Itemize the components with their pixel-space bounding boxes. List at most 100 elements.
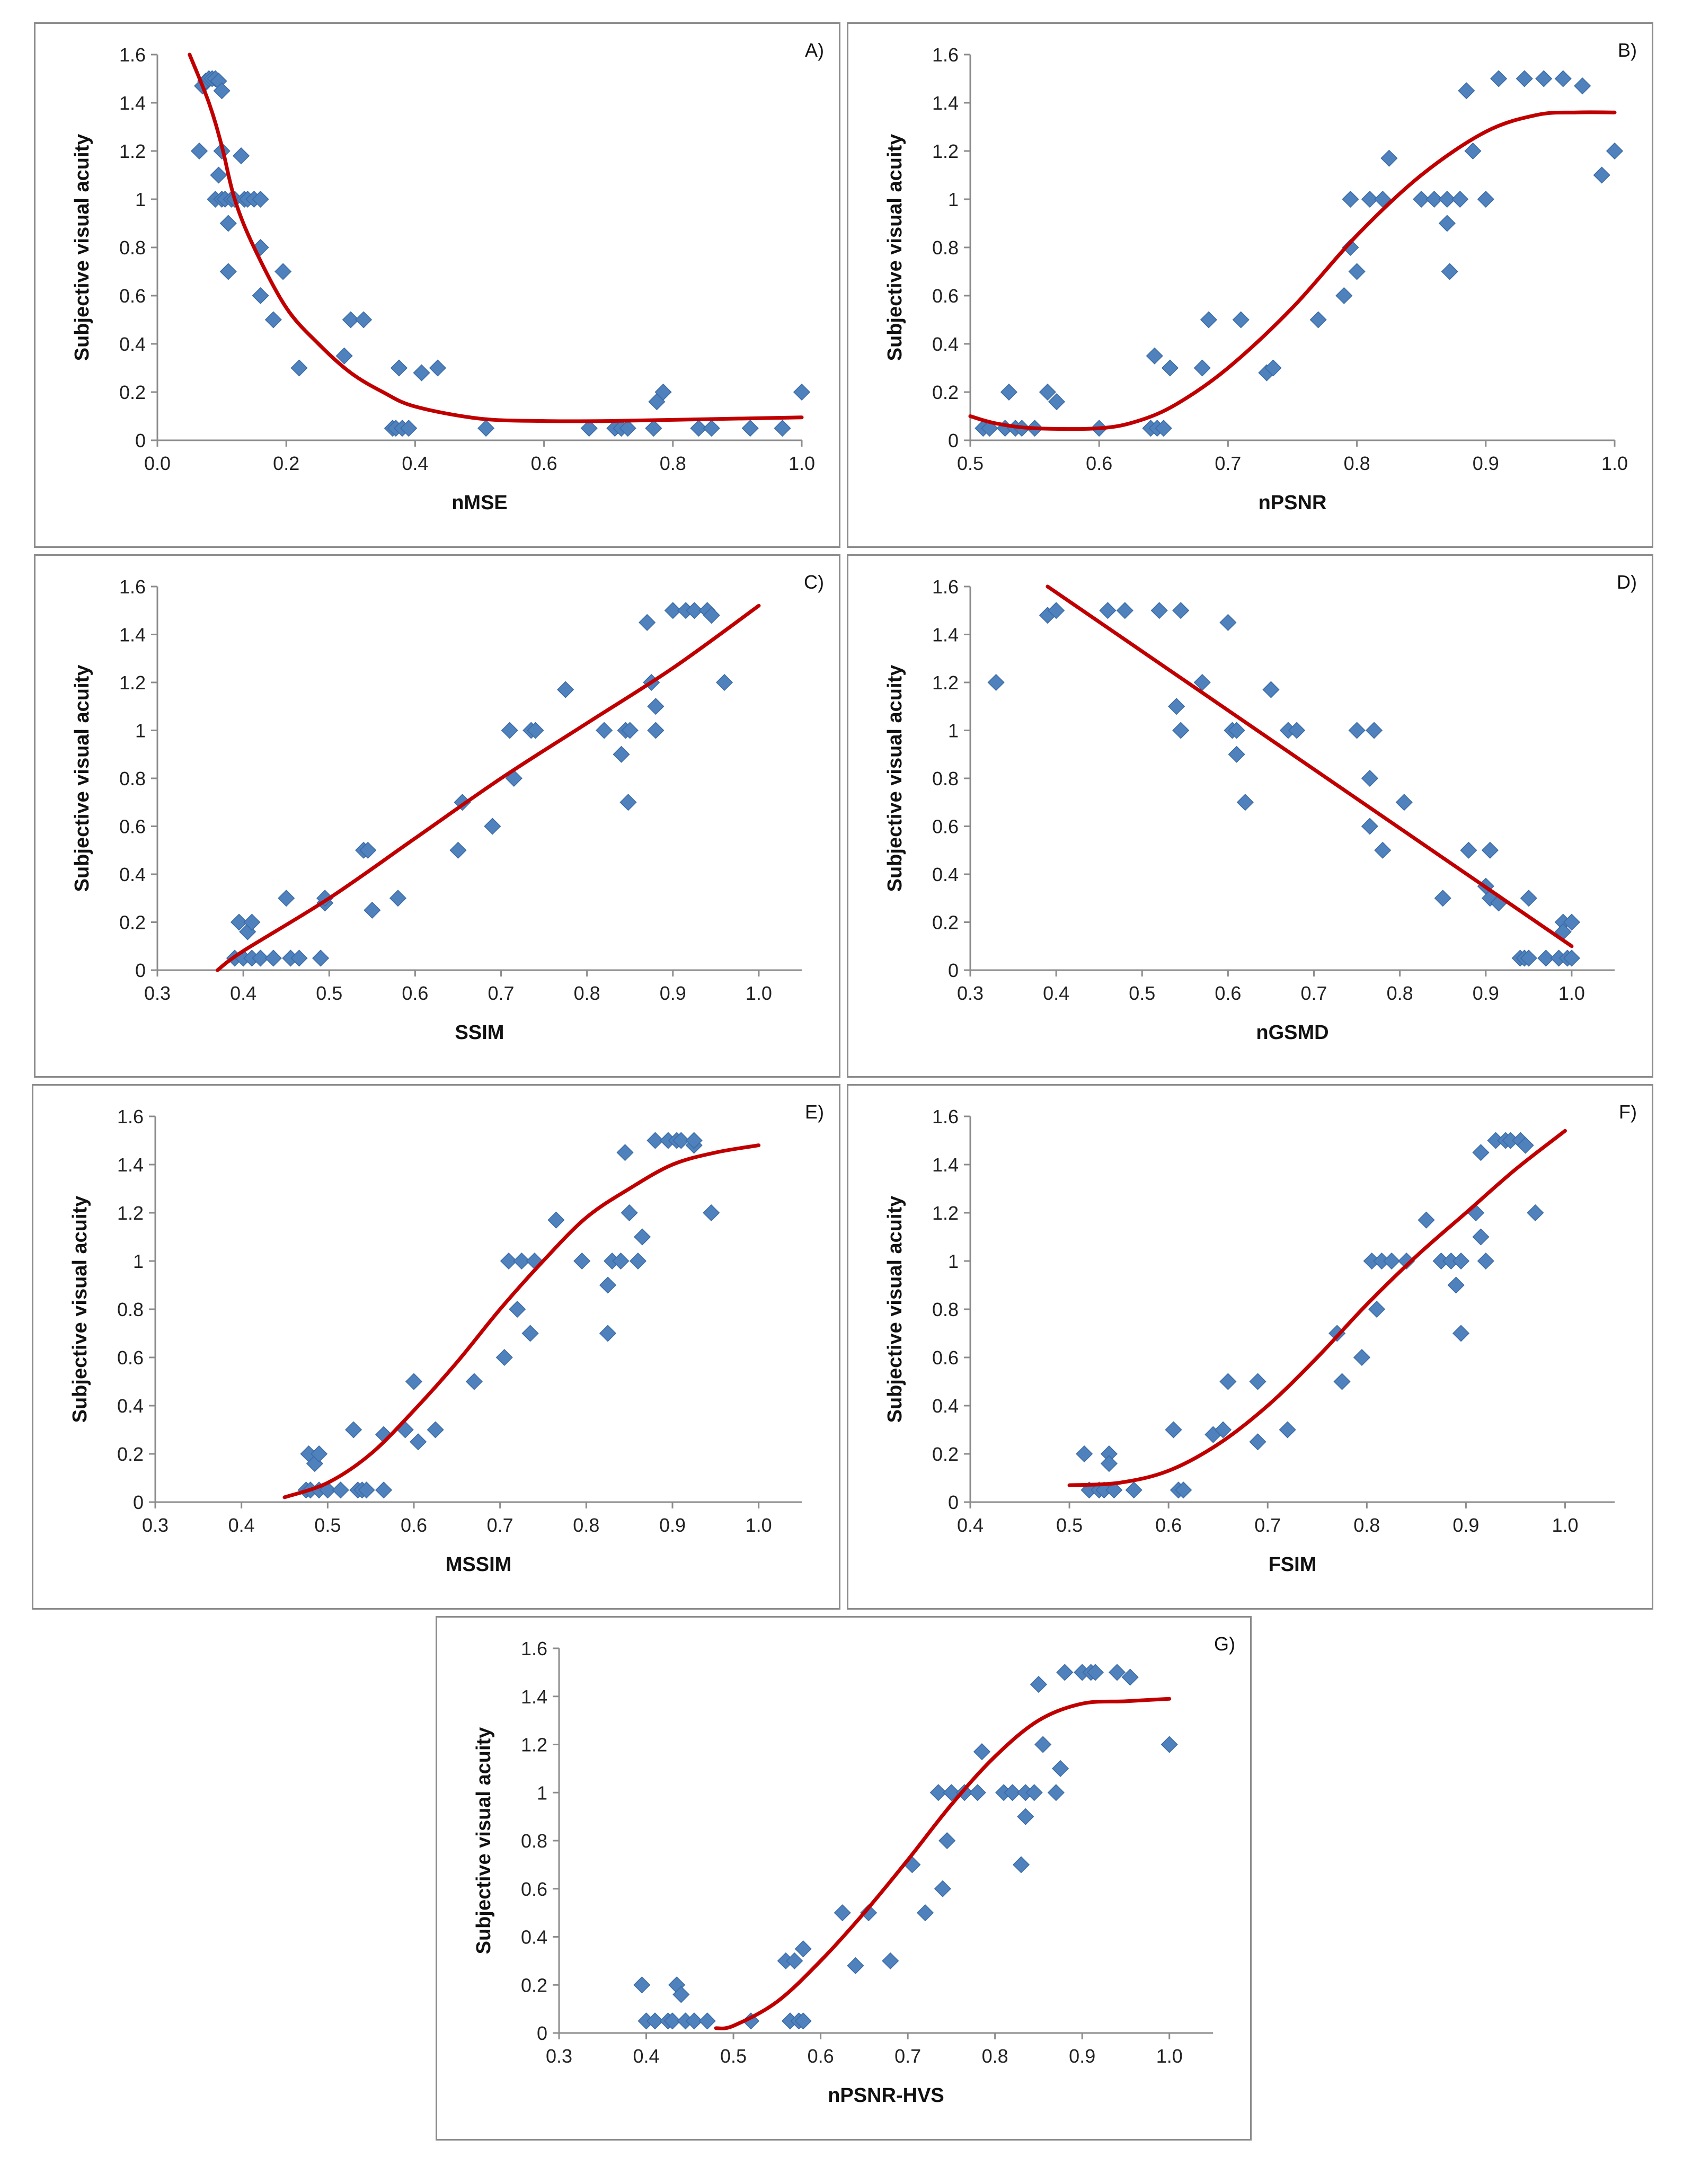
y-tick-label: 0.2	[932, 381, 959, 403]
data-point	[847, 1957, 864, 1975]
data-point	[619, 420, 636, 437]
x-tick-label: 0.6	[1086, 452, 1112, 474]
data-point	[1418, 1211, 1435, 1229]
data-point	[616, 1144, 634, 1161]
data-point	[1365, 722, 1383, 739]
data-point	[1108, 1664, 1126, 1681]
y-tick-label: 0.6	[117, 1347, 144, 1369]
y-axis-label: Subjective visual acuity	[69, 1196, 91, 1423]
data-point	[1438, 215, 1456, 232]
data-point	[646, 1132, 664, 1149]
data-point	[1249, 1373, 1266, 1390]
data-point	[573, 1252, 591, 1270]
data-point	[547, 1211, 565, 1229]
data-point	[629, 1252, 646, 1270]
y-tick-label: 1	[135, 189, 146, 210]
data-point	[375, 1481, 393, 1499]
y-tick-label: 0	[948, 1491, 959, 1513]
panel-b: 0 0.2 0.4 0.6 0.8 1 1.2 1.4 1.6 0.5 0.6 0.7 0.8 0.9 1.…	[847, 22, 1653, 548]
y-tick-label: 0.4	[932, 1395, 959, 1417]
data-point	[698, 2012, 716, 2030]
y-tick-label: 0.6	[119, 285, 146, 307]
y-tick-label: 1.2	[932, 672, 959, 694]
data-point	[210, 166, 227, 184]
data-point	[703, 420, 720, 437]
data-point	[612, 1252, 630, 1270]
data-point	[1434, 890, 1451, 907]
data-point	[505, 769, 522, 787]
fit-curve	[188, 52, 804, 423]
data-point	[1606, 142, 1624, 160]
y-tick-label: 0.2	[932, 1443, 959, 1465]
x-axis-label: nPSNR-HVS	[828, 2084, 944, 2107]
x-tick-label: 0.7	[1254, 1514, 1281, 1536]
y-tick-label: 1.6	[117, 1106, 144, 1127]
data-point	[639, 614, 656, 631]
data-point	[1228, 722, 1245, 739]
data-point	[672, 1986, 690, 2003]
chart-d: 0 0.2 0.4 0.6 0.8 1 1.2 1.4 1.6 0.3 0.4 0.5 0.6 0.7 0.…	[884, 571, 1637, 1044]
data-point	[1168, 698, 1185, 715]
data-point	[1477, 190, 1494, 208]
data-point	[596, 722, 613, 739]
data-point	[252, 190, 269, 208]
data-point	[1262, 681, 1280, 698]
x-tick-label: 0.8	[982, 2045, 1008, 2067]
x-tick-label: 1.0	[789, 452, 815, 474]
y-tick-label: 1.2	[119, 672, 146, 694]
data-point	[647, 698, 665, 715]
data-point	[335, 347, 353, 365]
panel-label: F)	[1619, 1101, 1637, 1123]
y-axis-label: Subjective visual acuity	[884, 134, 906, 361]
data-point	[1228, 745, 1245, 763]
data-point	[943, 1784, 960, 1801]
data-point	[1353, 1348, 1371, 1366]
y-tick-label: 1.4	[932, 1154, 959, 1176]
x-tick-label: 0.2	[273, 452, 299, 474]
data-point	[345, 1421, 362, 1439]
data-point	[500, 1252, 517, 1270]
data-point	[834, 1904, 851, 1922]
y-tick-label: 0.4	[932, 333, 959, 355]
data-point	[1030, 1676, 1047, 1693]
data-point	[1004, 1784, 1021, 1801]
y-tick-label: 0.2	[119, 381, 146, 403]
y-tick-label: 0.6	[932, 1347, 959, 1369]
data-point	[405, 1373, 423, 1390]
chart-e: 0 0.2 0.4 0.6 0.8 1 1.2 1.4 1.6 0.3 0.4 0.5 0.6 0.7 0.…	[69, 1101, 824, 1576]
y-axis-label: Subjective visual acuity	[71, 665, 93, 892]
data-point	[233, 147, 250, 165]
y-axis-label: Subjective visual acuity	[884, 665, 906, 892]
fit-curve	[1067, 1129, 1567, 1487]
data-point	[860, 1904, 878, 1922]
x-tick-label: 0.7	[487, 1514, 513, 1536]
data-point	[1121, 1668, 1139, 1686]
data-point	[1368, 1300, 1386, 1318]
data-point	[1593, 166, 1610, 184]
x-tick-label: 1.0	[746, 1514, 772, 1536]
data-point	[1342, 190, 1359, 208]
y-tick-label: 1.4	[119, 92, 146, 114]
data-point	[1099, 602, 1117, 619]
data-point	[1056, 1664, 1074, 1681]
fit-curve	[215, 603, 761, 972]
x-tick-label: 0.4	[230, 982, 256, 1004]
panel-c: 0 0.2 0.4 0.6 0.8 1 1.2 1.4 1.6 0.3 0.4 0.5 0.6 0.7 0.…	[34, 554, 840, 1078]
data-point	[703, 1204, 720, 1222]
y-axis-label: Subjective visual acuity	[884, 1196, 906, 1423]
data-point	[1527, 1204, 1544, 1222]
data-point	[1451, 190, 1469, 208]
data-point	[1012, 1856, 1030, 1874]
y-tick-label: 1.6	[932, 576, 959, 598]
x-tick-label: 0.9	[1069, 2045, 1095, 2067]
data-point	[1214, 1421, 1232, 1439]
data-point	[274, 263, 292, 280]
x-tick-label: 0.3	[546, 2045, 572, 2067]
data-point	[477, 420, 495, 437]
data-point	[929, 1784, 947, 1801]
x-tick-label: 0.6	[402, 982, 428, 1004]
chart-f: 0 0.2 0.4 0.6 0.8 1 1.2 1.4 1.6 0.4 0.5 0.6 0.7 0.8 0.…	[884, 1101, 1637, 1576]
data-point	[1200, 311, 1217, 329]
data-point	[1383, 1252, 1401, 1270]
data-point	[1441, 263, 1458, 280]
